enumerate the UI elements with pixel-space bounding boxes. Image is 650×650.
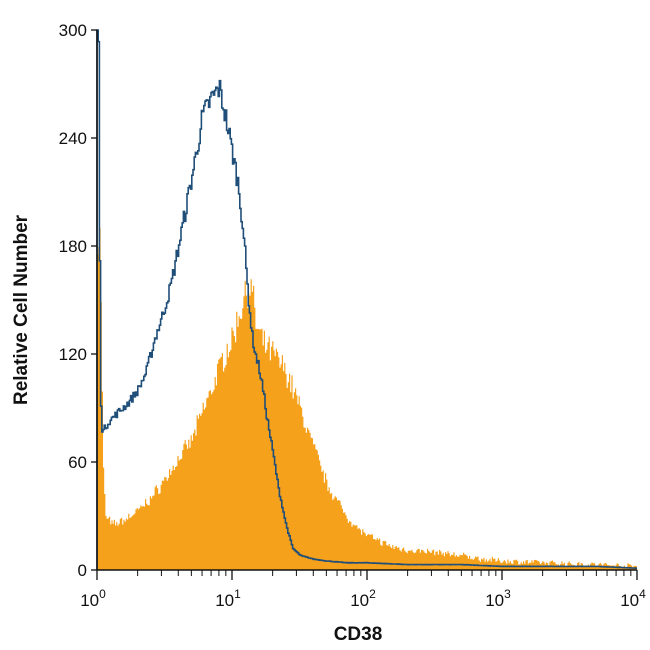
x-tick-label: 102: [350, 587, 376, 610]
y-tick-label: 120: [59, 345, 87, 364]
y-tick-label: 240: [59, 129, 87, 148]
series-layer: [96, 29, 637, 570]
y-tick-label: 300: [59, 21, 87, 40]
x-tick-label: 104: [620, 587, 646, 610]
y-tick-label: 0: [78, 561, 87, 580]
y-axis-title: Relative Cell Number: [11, 214, 32, 405]
ticks-layer: 0 60 120 180 240 300 100 101 102 103 104: [59, 21, 646, 610]
x-tick-label: 103: [485, 587, 511, 610]
histogram-series-1: [97, 227, 637, 570]
x-axis-title: CD38: [334, 624, 383, 645]
y-tick-label: 60: [68, 453, 87, 472]
y-tick-label: 180: [59, 237, 87, 256]
x-tick-label: 101: [215, 587, 241, 610]
histogram-series-2: [96, 29, 637, 570]
x-tick-label: 100: [80, 587, 106, 610]
